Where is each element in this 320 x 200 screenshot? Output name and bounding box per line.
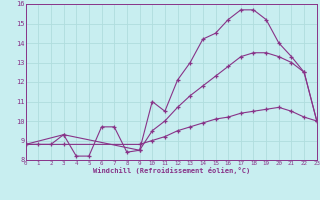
X-axis label: Windchill (Refroidissement éolien,°C): Windchill (Refroidissement éolien,°C) [92, 167, 250, 174]
